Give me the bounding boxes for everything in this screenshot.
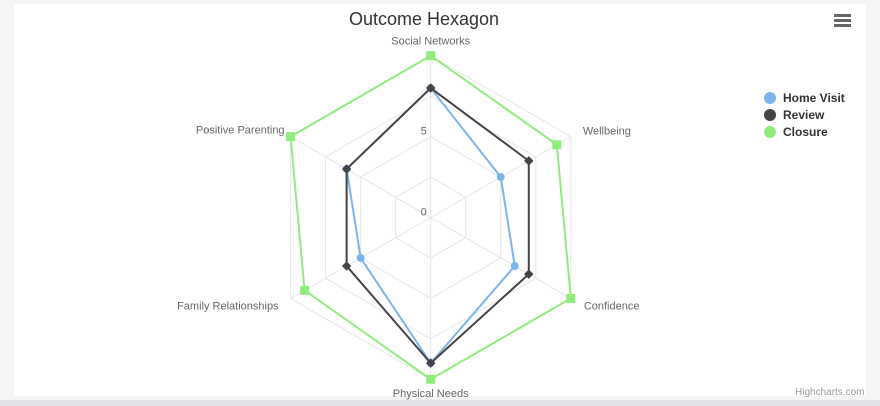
data-point-diamond[interactable] bbox=[426, 358, 436, 368]
legend-marker-home-visit bbox=[764, 91, 776, 104]
legend-marker-closure bbox=[764, 125, 776, 138]
data-point-diamond[interactable] bbox=[426, 83, 436, 93]
data-point-square[interactable] bbox=[426, 374, 436, 384]
axis-label-social-networks: Social Networks bbox=[391, 36, 470, 48]
legend-label-closure: Closure bbox=[783, 124, 828, 139]
category-labels: Social Networks Wellbeing Confidence Physic… bbox=[177, 36, 639, 400]
y-axis-label-5: 5 bbox=[421, 126, 427, 138]
data-point-square[interactable] bbox=[300, 285, 310, 295]
radar-gridline bbox=[325, 95, 537, 340]
data-point-square[interactable] bbox=[566, 293, 576, 303]
legend-item-home-visit[interactable]: Home Visit bbox=[764, 89, 845, 106]
legend-item-closure[interactable]: Closure bbox=[764, 123, 845, 140]
data-point-circle[interactable] bbox=[356, 253, 365, 262]
chart-title: Outcome Hexagon bbox=[348, 9, 500, 29]
series-review[interactable] bbox=[341, 83, 534, 368]
data-point-circle[interactable] bbox=[510, 262, 519, 271]
axis-label-confidence: Confidence bbox=[584, 300, 640, 312]
legend-label-review: Review bbox=[783, 107, 825, 122]
legend-label-home-visit: Home Visit bbox=[783, 90, 845, 105]
axis-label-positive-parenting: Positive Parenting bbox=[196, 125, 285, 137]
page-bottom-band bbox=[0, 400, 880, 406]
legend-item-review[interactable]: Review bbox=[764, 106, 845, 123]
axis-label-physical-needs: Physical Needs bbox=[393, 388, 469, 400]
axis-label-wellbeing: Wellbeing bbox=[583, 126, 631, 138]
data-point-diamond[interactable] bbox=[524, 269, 534, 279]
data-point-square[interactable] bbox=[426, 51, 436, 61]
legend-marker-review bbox=[764, 108, 776, 121]
axis-label-family-relationships: Family Relationships bbox=[177, 300, 279, 312]
y-axis-label-0: 0 bbox=[421, 207, 427, 219]
context-menu-button[interactable] bbox=[828, 8, 856, 34]
series-closure[interactable] bbox=[286, 51, 576, 384]
data-point-diamond[interactable] bbox=[524, 156, 534, 166]
data-point-square[interactable] bbox=[552, 140, 562, 150]
chart-card bbox=[14, 4, 866, 396]
hamburger-icon bbox=[833, 14, 851, 28]
data-point-diamond[interactable] bbox=[341, 261, 352, 271]
credits-link[interactable]: Highcharts.com bbox=[795, 387, 865, 398]
legend: Home Visit Review Closure bbox=[764, 89, 845, 140]
data-point-square[interactable] bbox=[286, 132, 296, 142]
data-point-diamond[interactable] bbox=[341, 164, 352, 174]
y-axis-labels: 05 bbox=[421, 126, 427, 219]
radar-gridline bbox=[395, 176, 467, 259]
data-point-circle[interactable] bbox=[496, 173, 505, 182]
